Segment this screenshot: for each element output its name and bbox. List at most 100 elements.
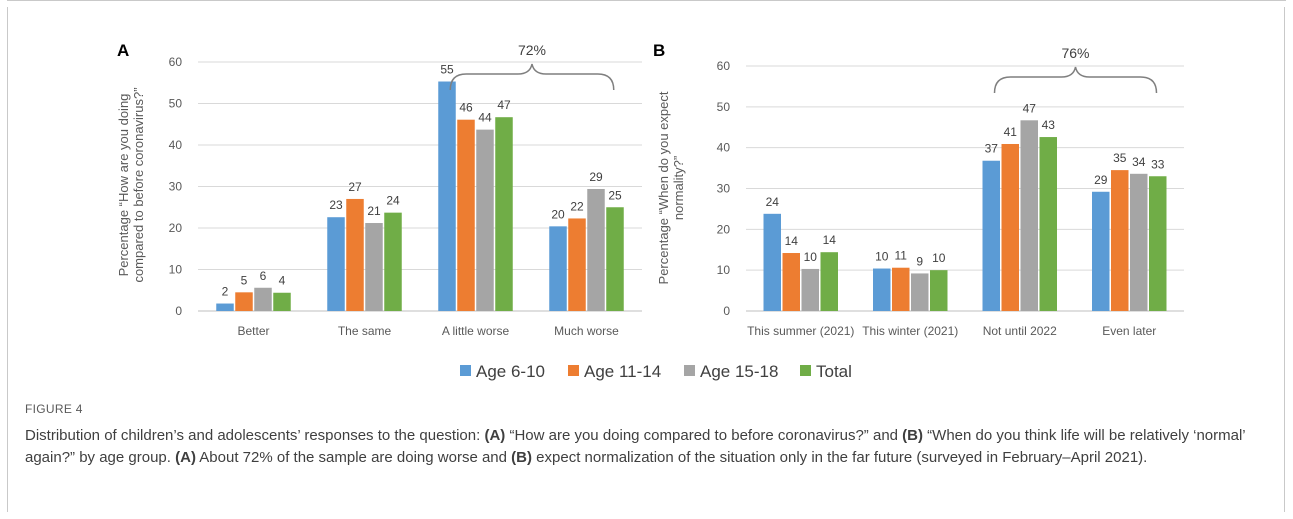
panel-b-bar [930, 270, 948, 311]
caption-panel-ref: (A) [484, 427, 506, 444]
panel-a-ytick-label: 30 [169, 180, 183, 194]
panel-b-data-label: 10 [804, 250, 818, 264]
panel-b-letter: B [653, 41, 665, 60]
figure-frame [7, 7, 1285, 512]
panel-b-ytick-label: 10 [717, 263, 731, 277]
panel-a-data-label: 44 [478, 111, 492, 125]
panel-a-ytick-label: 10 [169, 263, 183, 277]
panel-a-data-label: 23 [329, 198, 343, 212]
panel-a-ylabel-line: compared to before coronavirus?” [131, 87, 146, 282]
panel-a-bar [549, 226, 567, 311]
panel-b-data-label: 10 [875, 250, 889, 264]
panel-a-bar [254, 287, 272, 311]
panel-b-bar [1001, 143, 1019, 311]
caption-text: Distribution of children’s and adolescen… [25, 427, 485, 444]
caption-panel-ref: (B) [511, 449, 532, 466]
panel-a-data-label: 27 [348, 180, 362, 194]
panel-a-bar [346, 198, 364, 311]
panel-a-ytick-label: 20 [169, 221, 183, 235]
panel-a-bar [606, 207, 624, 311]
legend-label: Age 11-14 [584, 362, 661, 381]
legend-swatch [568, 365, 579, 376]
panel-b-ytick-label: 0 [723, 304, 730, 318]
legend-label: Total [816, 362, 852, 381]
caption-text: “How are you doing compared to before co… [505, 427, 903, 444]
panel-a-bracket-label: 72% [518, 42, 546, 58]
panel-a-ylabel-line: Percentage “How are you doing [116, 94, 131, 277]
caption-panel-ref: (A) [175, 449, 196, 466]
panel-b-ylabel: Percentage “When do you expect normality?… [656, 91, 686, 284]
panel-a-bar [384, 212, 402, 311]
caption-text: About 72% of the sample are doing worse … [195, 449, 512, 466]
panel-b-data-label: 11 [895, 249, 908, 263]
panel-b-data-label: 37 [985, 142, 999, 156]
legend-label: Age 6-10 [476, 362, 545, 381]
panel-a-data-label: 25 [608, 188, 622, 202]
panel-a-ytick-label: 50 [169, 97, 183, 111]
panel-a-data-label: 20 [551, 207, 565, 221]
panel-a-data-label: 5 [241, 273, 248, 287]
panel-b-data-label: 14 [785, 234, 799, 248]
panel-a-bar [495, 117, 513, 311]
legend-label: Age 15-18 [700, 362, 778, 381]
panel-b-ytick-label: 60 [717, 59, 731, 73]
panel-a-ytick-label: 0 [175, 304, 182, 318]
panel-a-bar [457, 119, 475, 311]
figure-caption: Distribution of children’s and adolescen… [25, 425, 1265, 469]
panel-a-data-label: 22 [570, 199, 584, 213]
panel-a-bar [216, 303, 234, 311]
panel-b-bar [873, 268, 891, 311]
panel-b-bar [982, 160, 1000, 311]
panel-b-bar [763, 213, 781, 311]
panel-a-bar [438, 81, 456, 311]
panel-b-category-label: Even later [1102, 324, 1156, 338]
panel-b-data-label: 10 [932, 251, 946, 265]
panel-b-data-label: 14 [823, 233, 837, 247]
panel-b-bar [1111, 170, 1129, 311]
panel-a-ytick-label: 40 [169, 138, 183, 152]
caption-text: “When do you think life will be relative… [25, 427, 1246, 466]
panel-b-bar [782, 253, 800, 311]
panel-a-bar [327, 217, 345, 311]
panel-a-data-label: 47 [497, 98, 511, 112]
caption-panel-ref: (B) [902, 427, 923, 444]
panel-a-bar [235, 292, 253, 311]
panel-b-bar [1020, 120, 1038, 311]
panel-b-data-label: 41 [1004, 125, 1018, 139]
panel-a-data-label: 55 [440, 63, 454, 77]
panel-a-data-label: 2 [222, 285, 229, 299]
panel-b-category-label: This summer (2021) [747, 324, 854, 338]
panel-b-category-label: Not until 2022 [983, 324, 1057, 338]
panel-a-category-label: A little worse [442, 324, 510, 338]
panel-a-bar [365, 223, 383, 311]
panel-b-data-label: 24 [766, 195, 780, 209]
panel-a-ylabel: Percentage “How are you doing compared to… [116, 87, 146, 282]
figure-frame-top [7, 0, 1286, 1]
panel-b-ytick-label: 40 [717, 141, 731, 155]
panel-b-data-label: 34 [1132, 155, 1146, 169]
panel-a-bar [568, 218, 586, 311]
panel-b-bar [801, 268, 819, 311]
panel-b-data-label: 9 [916, 254, 923, 268]
panel-b-data-label: 33 [1151, 157, 1165, 171]
panel-b-ytick-label: 20 [717, 222, 731, 236]
panel-a-data-label: 21 [367, 204, 381, 218]
panel-a-ytick-label: 60 [169, 55, 183, 69]
panel-a-data-label: 4 [279, 274, 286, 288]
panel-b-ytick-label: 50 [717, 100, 731, 114]
panel-b-ylabel-line: Percentage “When do you expect [656, 91, 671, 284]
panel-a-bar [476, 129, 494, 311]
panel-b-category-label: This winter (2021) [862, 324, 958, 338]
panel-a-letter: A [117, 41, 129, 60]
panel-b-bracket [993, 66, 1158, 94]
panel-a-bracket [449, 63, 615, 91]
panel-b-data-label: 47 [1023, 101, 1037, 115]
panel-a-bar [273, 292, 291, 311]
caption-text: expect normalization of the situation on… [532, 449, 1148, 466]
panel-b-bar [1039, 137, 1057, 311]
panel-a-category-label: The same [338, 324, 392, 338]
panel-b-bar [1130, 173, 1148, 311]
figure-label: FIGURE 4 [25, 402, 83, 416]
panel-a-bar [587, 188, 605, 311]
legend-swatch [684, 365, 695, 376]
